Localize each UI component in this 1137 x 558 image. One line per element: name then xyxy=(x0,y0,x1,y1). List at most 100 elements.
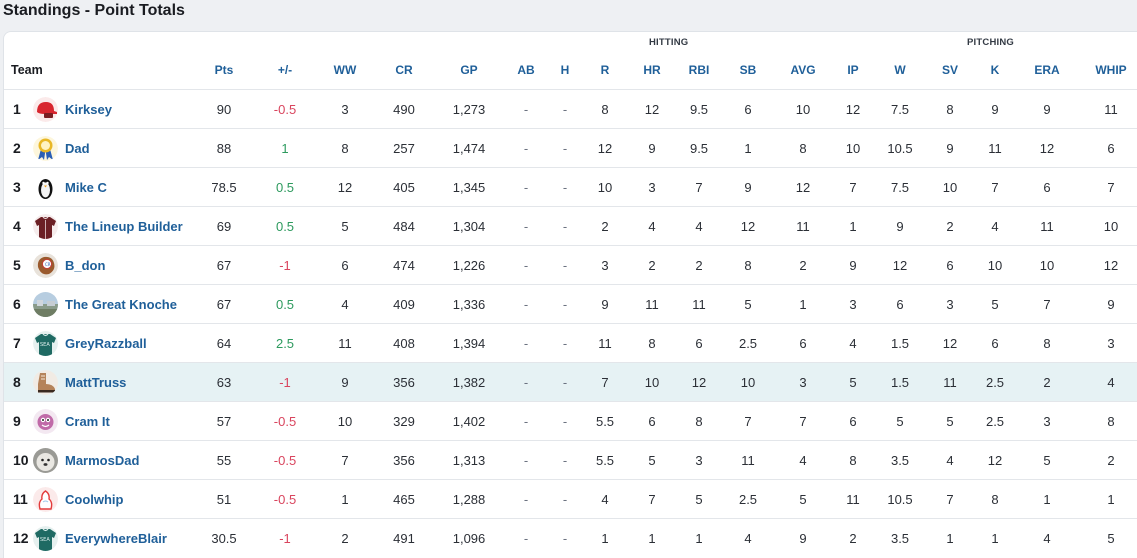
stat-cell-pts: 64 xyxy=(216,336,232,351)
svg-text:SEA: SEA xyxy=(40,537,50,543)
svg-text:CR: CR xyxy=(45,262,51,267)
stat-cell-k: 2.5 xyxy=(985,375,1005,390)
dog-photo-icon[interactable] xyxy=(33,448,58,473)
rank-number: 3 xyxy=(13,179,21,195)
team-name-link[interactable]: MattTruss xyxy=(65,375,127,390)
stat-cell-cr: 490 xyxy=(393,102,415,117)
maroon-jersey-icon[interactable] xyxy=(33,214,58,239)
whipped-cream-icon[interactable] xyxy=(33,487,58,512)
stat-cell-ww: 2 xyxy=(341,531,349,546)
stat-cell-w: 3.5 xyxy=(890,531,910,546)
stat-cell-r: 3 xyxy=(601,258,609,273)
column-header-pts[interactable]: Pts xyxy=(214,63,234,77)
stat-cell-: -1 xyxy=(279,375,291,390)
column-header-era[interactable]: ERA xyxy=(1034,63,1060,77)
stat-cell-era: 6 xyxy=(1043,180,1051,195)
stat-cell-w: 12 xyxy=(892,258,908,273)
stat-cell-whip: 11 xyxy=(1104,102,1118,117)
teal-jersey-icon[interactable]: SEA xyxy=(33,331,58,356)
column-header-cr[interactable]: CR xyxy=(395,63,413,77)
rank-number: 6 xyxy=(13,296,21,312)
stat-cell-ab: - xyxy=(523,180,529,195)
team-name-link[interactable]: EverywhereBlair xyxy=(65,531,167,546)
penguin-icon[interactable] xyxy=(33,175,58,200)
stat-cell-cr: 409 xyxy=(393,297,415,312)
stat-cell-: 0.5 xyxy=(275,219,295,234)
team-name-link[interactable]: MarmosDad xyxy=(65,453,140,468)
stat-cell-ip: 6 xyxy=(849,414,857,429)
stat-cell-era: 8 xyxy=(1043,336,1051,351)
stat-cell-rbi: 2 xyxy=(695,258,703,273)
stat-cell-pts: 67 xyxy=(216,258,232,273)
stat-cell-rbi: 12 xyxy=(691,375,707,390)
column-header-sb[interactable]: SB xyxy=(739,63,757,77)
stat-cell-w: 9 xyxy=(896,219,904,234)
stat-cell-: 2.5 xyxy=(275,336,295,351)
column-header-k[interactable]: K xyxy=(990,63,1000,77)
team-name-link[interactable]: The Lineup Builder xyxy=(65,219,183,234)
stat-cell-sb: 5 xyxy=(744,297,752,312)
team-name-link[interactable]: Coolwhip xyxy=(65,492,124,507)
stat-cell-rbi: 11 xyxy=(692,297,706,312)
team-name-link[interactable]: Mike C xyxy=(65,180,107,195)
stat-cell-rbi: 3 xyxy=(695,453,703,468)
column-header-avg[interactable]: AVG xyxy=(790,63,816,77)
team-name-link[interactable]: Kirksey xyxy=(65,102,112,117)
stat-cell-hr: 10 xyxy=(644,375,660,390)
stat-cell-avg: 1 xyxy=(799,297,807,312)
column-header-hr[interactable]: HR xyxy=(643,63,661,77)
stat-cell-gp: 1,288 xyxy=(452,492,486,507)
team-name-link[interactable]: The Great Knoche xyxy=(65,297,177,312)
column-header-w[interactable]: W xyxy=(894,63,906,77)
column-header-h[interactable]: H xyxy=(560,63,570,77)
stat-cell-r: 4 xyxy=(601,492,609,507)
stat-cell-cr: 474 xyxy=(393,258,415,273)
team-name-link[interactable]: GreyRazzball xyxy=(65,336,147,351)
red-helmet-icon[interactable] xyxy=(33,97,58,122)
stat-cell-r: 12 xyxy=(597,141,613,156)
stat-cell-ab: - xyxy=(523,531,529,546)
stat-cell-pts: 69 xyxy=(216,219,232,234)
stat-cell-era: 12 xyxy=(1039,141,1055,156)
column-header-sv[interactable]: SV xyxy=(941,63,959,77)
stat-cell-pts: 51 xyxy=(216,492,232,507)
stat-cell-w: 6 xyxy=(896,297,904,312)
stat-cell-ip: 12 xyxy=(845,102,861,117)
stat-cell-w: 7.5 xyxy=(890,180,910,195)
stat-cell-gp: 1,345 xyxy=(452,180,486,195)
stat-cell-sv: 8 xyxy=(946,102,954,117)
column-header-ab[interactable]: AB xyxy=(517,63,535,77)
table-row: 9 Cram It 57 -0.5 10 329 1,402 - - 5.5 6 8 7 7 6 5 5 2.5 3… xyxy=(4,401,1137,440)
column-header-ww[interactable]: WW xyxy=(333,63,357,77)
stat-cell-hr: 12 xyxy=(644,102,660,117)
cartoon-face-icon[interactable] xyxy=(33,409,58,434)
team-name-link[interactable]: B_don xyxy=(65,258,106,273)
stat-cell-: -1 xyxy=(279,258,291,273)
stat-cell-avg: 5 xyxy=(799,492,807,507)
award-ribbon-icon[interactable] xyxy=(33,136,58,161)
column-header-whip[interactable]: WHIP xyxy=(1095,63,1127,77)
team-name-link[interactable]: Cram It xyxy=(65,414,110,429)
column-header-[interactable]: +/- xyxy=(277,63,293,77)
baseball-glove-icon[interactable]: CR xyxy=(33,253,58,278)
stat-cell-ww: 3 xyxy=(341,102,349,117)
column-header-r[interactable]: R xyxy=(600,63,610,77)
stat-cell-sb: 8 xyxy=(744,258,752,273)
column-header-gp[interactable]: GP xyxy=(460,63,478,77)
column-header-rbi[interactable]: RBI xyxy=(688,63,710,77)
stat-cell-ab: - xyxy=(523,297,529,312)
stat-cell-ww: 1 xyxy=(341,492,349,507)
stat-cell-r: 11 xyxy=(598,336,612,351)
stat-cell-ip: 10 xyxy=(845,141,861,156)
stat-cell-cr: 465 xyxy=(393,492,415,507)
cleat-icon[interactable] xyxy=(33,370,58,395)
stat-cell-sv: 5 xyxy=(946,414,954,429)
stat-cell-ip: 2 xyxy=(849,531,857,546)
column-header-ip[interactable]: IP xyxy=(847,63,859,77)
hitting-group-header: HITTING xyxy=(649,37,689,48)
teal-jersey-icon[interactable]: SEA xyxy=(33,526,58,551)
team-name-link[interactable]: Dad xyxy=(65,141,90,156)
stat-cell-avg: 6 xyxy=(799,336,807,351)
stat-cell-gp: 1,273 xyxy=(452,102,486,117)
photo-avatar-icon[interactable] xyxy=(33,292,58,317)
